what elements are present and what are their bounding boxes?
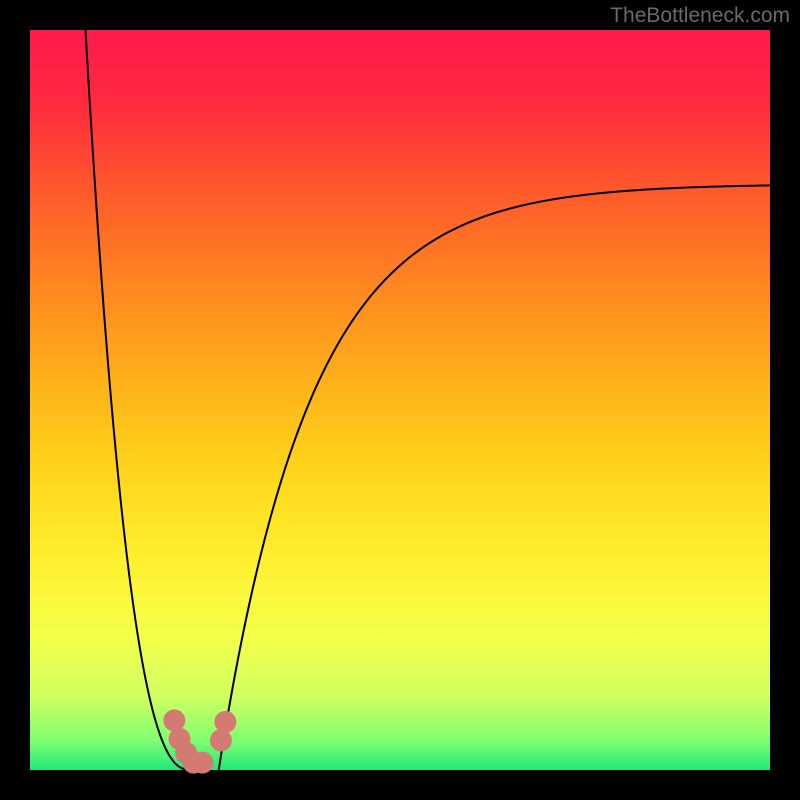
data-marker-0 — [163, 709, 185, 731]
bottleneck-chart — [0, 0, 800, 800]
data-marker-6 — [214, 711, 236, 733]
watermark-label: TheBottleneck.com — [610, 4, 790, 28]
chart-container: TheBottleneck.com — [0, 0, 800, 800]
data-marker-4 — [191, 752, 213, 774]
data-marker-5 — [210, 729, 232, 751]
